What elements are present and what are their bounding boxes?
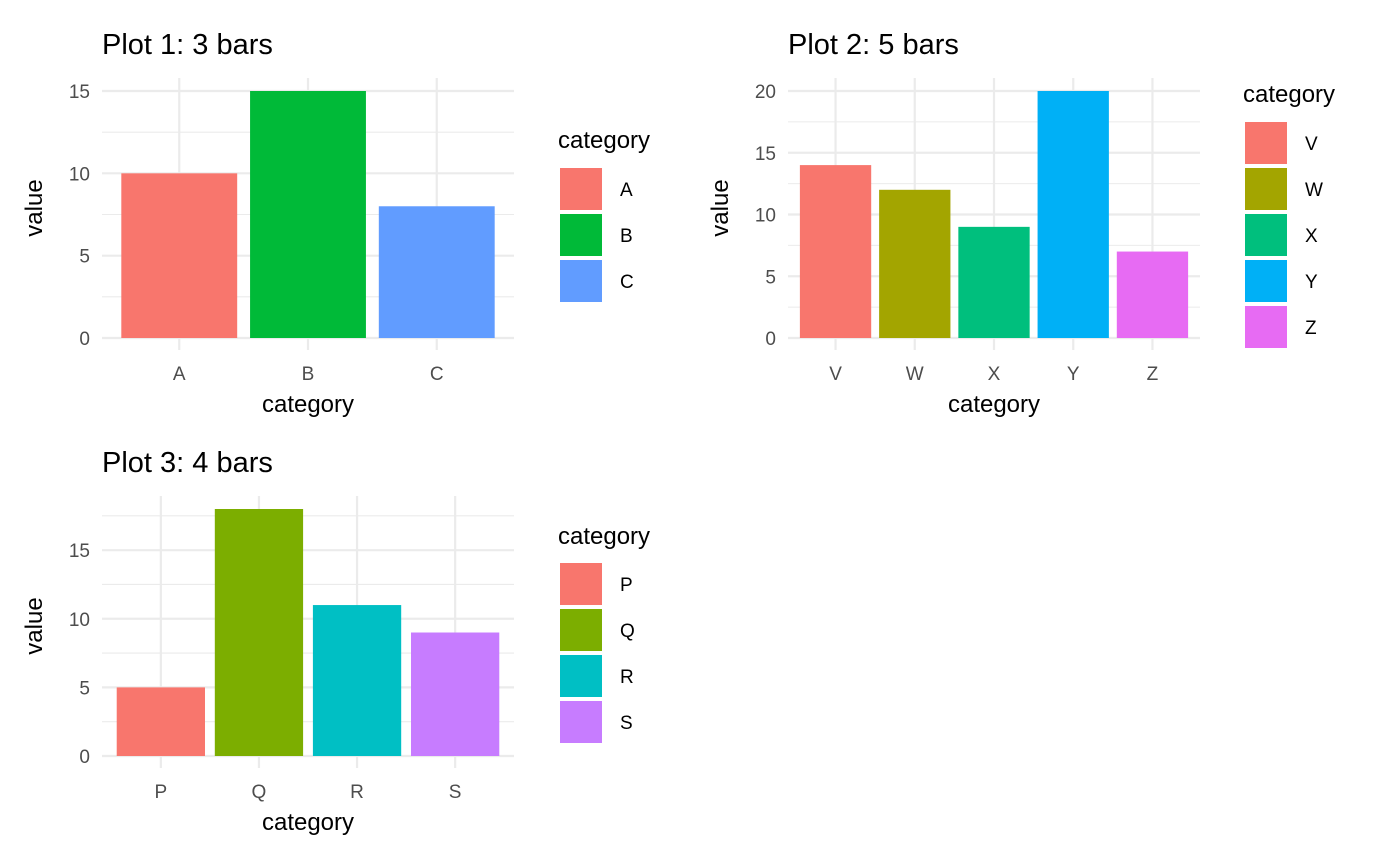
x-axis-title: category: [262, 809, 354, 836]
legend-key-Y: [1245, 260, 1287, 302]
x-tick-label: A: [173, 364, 186, 385]
legend-key-S: [560, 701, 602, 743]
y-tick-label: 5: [79, 678, 90, 699]
x-tick-label: P: [155, 782, 168, 803]
plot-1: 0 5 10 15 A B C Plot 1: 3 bars category value cate…: [21, 29, 650, 418]
x-tick-label: Y: [1067, 364, 1080, 385]
legend-label: C: [620, 272, 634, 293]
x-axis-title: category: [948, 391, 1040, 418]
plot-title: Plot 3: 4 bars: [102, 447, 273, 479]
y-tick-label: 0: [79, 747, 90, 768]
y-tick-label: 15: [755, 144, 776, 165]
bar-P: [116, 687, 205, 756]
y-tick-label: 5: [79, 247, 90, 268]
legend-title: category: [558, 523, 650, 550]
y-tick-label: 10: [69, 164, 90, 185]
bar-B: [250, 91, 366, 338]
legend-label: B: [620, 226, 633, 247]
legend-label: A: [620, 180, 633, 201]
x-tick-label: C: [430, 364, 444, 385]
bar-W: [879, 189, 951, 338]
legend-key-W: [1245, 168, 1287, 210]
y-tick-label: 15: [69, 82, 90, 103]
legend-label: P: [620, 575, 633, 596]
legend-key-A: [560, 168, 602, 210]
y-tick-label: 0: [765, 329, 776, 350]
bar-S: [411, 632, 500, 756]
x-tick-label: S: [449, 782, 462, 803]
x-tick-label: B: [302, 364, 315, 385]
x-tick-label: Q: [252, 782, 267, 803]
bar-A: [121, 173, 238, 338]
legend: category V W X Y Z: [1243, 81, 1335, 348]
legend-label: S: [620, 713, 633, 734]
bar-C: [378, 206, 495, 338]
bar-X: [958, 226, 1030, 338]
legend-key-P: [560, 563, 602, 605]
plot-3: 0 5 10 15 P Q R S Plot 3: 4 bars category value cat…: [21, 447, 650, 836]
y-axis-title: value: [707, 179, 734, 236]
y-tick-label: 20: [755, 82, 776, 103]
plot-2: 0 5 10 15 20 V W X Y Z Plot 2: 5 bars category value…: [707, 29, 1335, 418]
y-tick-label: 10: [755, 206, 776, 227]
x-tick-label: X: [988, 364, 1001, 385]
x-tick-label: Z: [1147, 364, 1159, 385]
x-tick-label: W: [906, 364, 924, 385]
legend-label: R: [620, 667, 634, 688]
legend-label: Y: [1305, 272, 1318, 293]
legend: category P Q R S: [558, 523, 650, 743]
legend-key-Q: [560, 609, 602, 651]
y-tick-label: 0: [79, 329, 90, 350]
legend-label: Q: [620, 621, 635, 642]
bar-Z: [1116, 251, 1189, 338]
bar-Y: [1037, 91, 1109, 338]
legend-title: category: [558, 127, 650, 154]
y-tick-label: 15: [69, 541, 90, 562]
plot-title: Plot 1: 3 bars: [102, 29, 273, 61]
legend-key-V: [1245, 122, 1287, 164]
legend-key-Z: [1245, 306, 1287, 348]
y-axis-title: value: [21, 597, 48, 654]
x-axis-title: category: [262, 391, 354, 418]
legend-key-X: [1245, 214, 1287, 256]
legend-label: Z: [1305, 318, 1317, 339]
legend-label: W: [1305, 180, 1323, 201]
y-axis-title: value: [21, 179, 48, 236]
legend-key-C: [560, 260, 602, 302]
legend-key-B: [560, 214, 602, 256]
plot-title: Plot 2: 5 bars: [788, 29, 959, 61]
y-tick-label: 5: [765, 267, 776, 288]
legend-label: X: [1305, 226, 1318, 247]
x-tick-label: R: [350, 782, 364, 803]
legend-title: category: [1243, 81, 1335, 108]
x-tick-label: V: [829, 364, 842, 385]
legend: category A B C: [558, 127, 650, 302]
y-tick-label: 10: [69, 610, 90, 631]
bar-Q: [214, 509, 304, 756]
legend-label: V: [1305, 134, 1318, 155]
bar-V: [799, 165, 872, 338]
legend-key-R: [560, 655, 602, 697]
bar-R: [312, 605, 402, 756]
